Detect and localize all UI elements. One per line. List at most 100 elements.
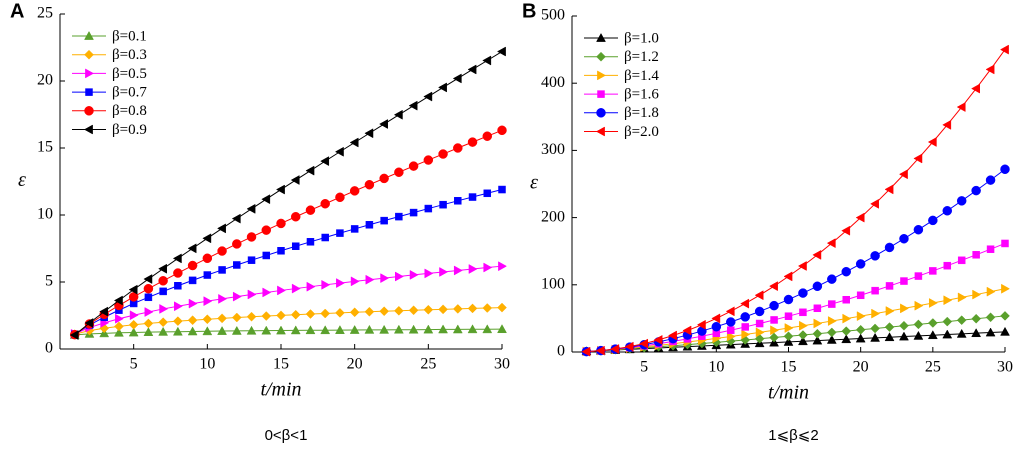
marker xyxy=(247,256,256,264)
marker xyxy=(855,259,866,269)
marker xyxy=(985,64,995,75)
marker xyxy=(202,314,213,325)
marker xyxy=(971,185,981,196)
marker xyxy=(290,211,301,222)
marker xyxy=(783,336,794,346)
legend-label: β=1.6 xyxy=(624,87,659,103)
legend-label: β=1.2 xyxy=(624,49,659,65)
marker xyxy=(379,119,388,129)
marker xyxy=(85,88,93,96)
marker xyxy=(884,332,895,342)
marker xyxy=(336,278,345,288)
marker xyxy=(291,242,300,250)
marker xyxy=(439,267,449,277)
marker xyxy=(203,296,213,307)
marker xyxy=(986,245,995,253)
caption: 0<β<1 xyxy=(265,427,308,444)
marker xyxy=(812,335,823,345)
marker xyxy=(842,313,852,324)
marker xyxy=(783,271,793,282)
marker xyxy=(143,283,154,294)
marker xyxy=(467,303,478,314)
marker xyxy=(498,185,506,194)
y-tick-label: 300 xyxy=(541,141,565,158)
marker xyxy=(349,186,360,196)
marker xyxy=(943,295,953,306)
marker xyxy=(798,288,808,298)
x-tick-label: 30 xyxy=(494,356,510,373)
marker xyxy=(985,327,996,337)
marker xyxy=(409,208,418,217)
marker xyxy=(597,90,605,98)
y-tick-label: 0 xyxy=(45,340,53,357)
marker xyxy=(379,324,390,334)
x-tick-label: 15 xyxy=(781,359,797,376)
marker xyxy=(913,330,924,340)
marker xyxy=(826,327,837,338)
marker xyxy=(334,146,344,157)
y-tick-label: 5 xyxy=(45,273,53,290)
marker xyxy=(408,100,418,111)
marker xyxy=(173,316,183,326)
marker xyxy=(841,225,851,236)
marker xyxy=(452,324,463,334)
marker xyxy=(682,325,692,336)
marker xyxy=(379,173,389,184)
marker xyxy=(468,264,478,274)
marker xyxy=(394,305,404,316)
legend-label: β=0.5 xyxy=(112,66,147,82)
marker xyxy=(770,316,778,324)
marker xyxy=(129,310,139,321)
marker xyxy=(812,249,822,260)
series xyxy=(581,44,1009,357)
marker xyxy=(305,205,316,215)
y-tick-label: 0 xyxy=(557,343,565,360)
legend-marker xyxy=(596,32,606,42)
marker xyxy=(159,287,167,296)
marker xyxy=(246,325,257,335)
marker xyxy=(277,247,285,255)
marker xyxy=(913,319,924,330)
marker xyxy=(320,156,330,167)
marker xyxy=(187,260,198,271)
marker xyxy=(841,334,852,344)
marker xyxy=(885,282,894,290)
marker xyxy=(770,325,780,336)
marker xyxy=(438,324,448,334)
line xyxy=(74,265,503,335)
marker xyxy=(741,329,751,340)
marker xyxy=(668,330,677,341)
marker xyxy=(927,137,937,147)
y-tick-label: 100 xyxy=(541,275,565,292)
marker xyxy=(972,289,982,300)
marker xyxy=(438,149,448,159)
marker xyxy=(276,310,286,321)
marker xyxy=(870,332,881,342)
marker xyxy=(482,55,492,66)
marker xyxy=(596,51,606,62)
legend-label: β=0.7 xyxy=(112,85,147,101)
marker xyxy=(231,213,241,224)
marker xyxy=(855,212,865,223)
marker xyxy=(172,326,183,336)
marker xyxy=(158,317,168,328)
marker xyxy=(364,179,375,190)
line xyxy=(586,331,1006,352)
legend-label: β=1.4 xyxy=(624,68,659,84)
marker xyxy=(856,311,866,322)
marker xyxy=(957,292,967,303)
marker xyxy=(727,326,735,334)
marker xyxy=(986,286,996,297)
caption: 1⩽β⩽2 xyxy=(768,427,818,444)
marker xyxy=(408,305,419,316)
marker xyxy=(813,318,823,329)
marker xyxy=(799,320,808,331)
marker xyxy=(855,333,866,343)
marker xyxy=(158,263,167,274)
marker xyxy=(218,293,228,304)
marker xyxy=(306,238,315,246)
x-axis-label: t/min xyxy=(260,379,301,401)
marker xyxy=(188,298,198,309)
marker xyxy=(172,253,182,264)
marker xyxy=(467,137,478,147)
